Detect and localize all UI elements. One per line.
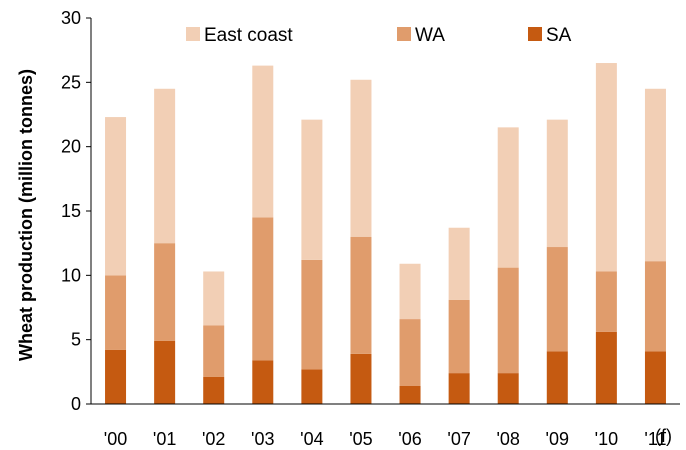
legend-label-east-coast: East coast: [204, 25, 293, 46]
bar-sa-10: [595, 331, 617, 404]
x-tick-label: '07: [447, 429, 470, 449]
x-tick-label: '09: [546, 429, 569, 449]
bar-wa-9: [546, 247, 568, 352]
x-tick-label: '00: [104, 429, 127, 449]
bar-east-coast-9: [546, 119, 568, 248]
x-tick-label: '03: [251, 429, 274, 449]
x-tick-label: '08: [496, 429, 519, 449]
x-tick-label: '11: [644, 429, 666, 449]
bar-sa-9: [546, 351, 568, 404]
bar-east-coast-8: [497, 127, 519, 268]
bar-sa-11: [644, 351, 666, 404]
bar-sa-6: [399, 385, 421, 404]
bar-sa-8: [497, 373, 519, 404]
bar-wa-4: [301, 259, 323, 370]
y-tick-label: 5: [71, 330, 81, 350]
bar-wa-5: [350, 236, 372, 354]
bar-sa-7: [448, 373, 470, 404]
bar-wa-1: [154, 243, 176, 341]
x-tick-label: '04: [300, 429, 323, 449]
y-tick-label: 30: [61, 8, 81, 28]
x-tick-label: '05: [349, 429, 372, 449]
legend-label-sa: SA: [546, 25, 572, 46]
y-tick-label: 15: [61, 201, 81, 221]
bar-wa-10: [595, 271, 617, 332]
bar-east-coast-10: [595, 63, 617, 272]
bar-east-coast-6: [399, 263, 421, 320]
bar-sa-3: [252, 360, 274, 404]
bar-wa-0: [105, 275, 127, 350]
legend: East coast WA SA: [186, 25, 572, 46]
legend-swatch-east-coast: [186, 27, 200, 41]
y-axis-title: Wheat production (million tonnes): [16, 69, 36, 361]
bar-east-coast-4: [301, 119, 323, 260]
bar-east-coast-2: [203, 271, 225, 326]
bar-wa-2: [203, 325, 225, 377]
y-tick-label: 10: [61, 265, 81, 285]
legend-label-wa: WA: [415, 25, 445, 46]
legend-swatch-sa: [528, 27, 542, 41]
bar-sa-0: [105, 349, 127, 404]
bar-sa-2: [203, 376, 225, 404]
bar-east-coast-5: [350, 79, 372, 237]
bar-east-coast-0: [105, 117, 127, 276]
bar-wa-3: [252, 217, 274, 361]
bar-wa-11: [644, 261, 666, 352]
y-tick-label: 0: [71, 394, 81, 414]
x-tick-label: '10: [595, 429, 618, 449]
bar-layer: [105, 63, 666, 404]
axes-layer: '00 '01 '02 '03 '04 '05 '06 '07 '08 '09 '10 '11(f) 0…: [61, 8, 680, 449]
legend-swatch-wa: [397, 27, 411, 41]
x-suffix-label: (f): [655, 426, 672, 446]
bar-east-coast-7: [448, 227, 470, 300]
bar-sa-1: [154, 340, 176, 404]
y-tick-label: 25: [61, 72, 81, 92]
bar-east-coast-11: [644, 88, 666, 262]
bar-east-coast-3: [252, 65, 274, 218]
bar-wa-6: [399, 319, 421, 386]
bar-wa-8: [497, 267, 519, 374]
x-tick-label: '06: [398, 429, 421, 449]
bar-sa-4: [301, 369, 323, 404]
bar-east-coast-1: [154, 88, 176, 244]
y-tick-label: 20: [61, 137, 81, 157]
x-tick-label: '01: [153, 429, 176, 449]
bar-wa-7: [448, 299, 470, 374]
x-tick-label: '02: [202, 429, 225, 449]
bar-sa-5: [350, 353, 372, 404]
